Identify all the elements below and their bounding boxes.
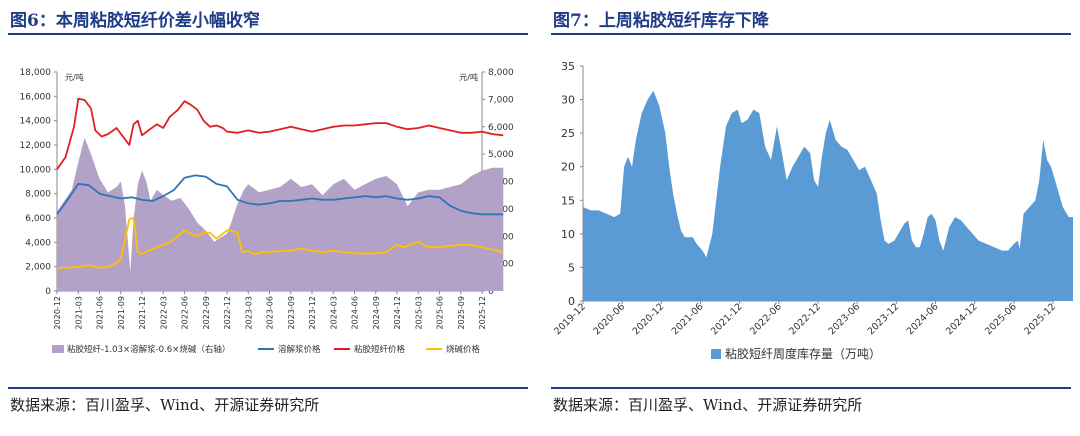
left-title-rule <box>8 33 528 35</box>
x-tick-label: 2024-12 <box>393 296 402 329</box>
x-tick-label: 2020-12 <box>631 301 667 337</box>
x-tick-label: 2024-09 <box>372 296 381 329</box>
x-tick-label: 2023-09 <box>287 296 296 329</box>
x-tick-label: 2023-12 <box>866 301 902 337</box>
x-tick-label: 2023-12 <box>308 296 317 329</box>
series-viscose-line <box>56 97 504 170</box>
spread-chart: 0 2,000 4,000 6,000 8,000 10,000 12,000 14,000 1… <box>20 68 515 355</box>
left-axis-unit: 元/吨 <box>65 72 84 82</box>
figure-6-source: 数据来源：百川盈孚、Wind、开源证券研究所 <box>10 396 320 414</box>
series-dissolving-pulp-line <box>56 174 504 216</box>
right-title-rule <box>551 33 1071 35</box>
right-y-tick-label: 7,000 <box>488 95 514 105</box>
legend-inventory-label: 粘胶短纤周度库存量（万吨） <box>725 346 881 361</box>
right-y-tick-label: 0 <box>488 287 494 297</box>
x-tick-label: 2022-06 <box>181 296 190 329</box>
left-source-rule <box>8 387 528 389</box>
left-y-tick-label: 10,000 <box>20 165 52 175</box>
figure-6-title: 图6：本周粘胶短纤价差小幅收窄 <box>10 11 260 31</box>
legend-viscose-label: 粘胶短纤价格 <box>354 344 406 355</box>
legend-inventory-swatch <box>711 349 721 359</box>
x-tick-label: 2020-06 <box>591 301 627 337</box>
x-tick-label: 2024-06 <box>351 296 360 329</box>
y-tick-label: 10 <box>561 228 575 241</box>
figure-7-source: 数据来源：百川盈孚、Wind、开源证券研究所 <box>553 396 863 414</box>
x-tick-label: 2024-06 <box>905 301 941 337</box>
x-tick-label: 2024-03 <box>329 296 338 329</box>
x-tick-label: 2023-06 <box>826 301 862 337</box>
y-tick-label: 25 <box>561 127 575 140</box>
x-tick-label: 2022-12 <box>223 296 232 329</box>
x-tick-label: 2021-12 <box>709 301 745 337</box>
series-inventory-area <box>583 90 1073 301</box>
legend-spread-swatch <box>52 345 64 353</box>
left-y-tick-label: 14,000 <box>20 117 52 127</box>
x-tick-label: 2022-12 <box>787 301 823 337</box>
y-tick-label: 5 <box>568 261 575 274</box>
x-tick-label: 2021-03 <box>74 296 83 329</box>
series-spread-area <box>57 137 504 291</box>
legend-dissolving-pulp-label: 溶解浆价格 <box>278 344 321 355</box>
x-tick-label: 2022-09 <box>202 296 211 329</box>
left-y-tick-label: 16,000 <box>20 92 52 102</box>
y-tick-label: 30 <box>561 94 575 107</box>
x-tick-label: 2021-06 <box>96 296 105 329</box>
x-tick-label: 2021-06 <box>670 301 706 337</box>
left-y-tick-label: 18,000 <box>20 68 52 78</box>
x-tick-label: 2025-06 <box>983 301 1019 337</box>
x-tick-label: 2021-12 <box>138 296 147 329</box>
figure-7-title: 图7：上周粘胶短纤库存下降 <box>553 11 769 31</box>
left-y-tick-label: 4,000 <box>25 238 51 248</box>
x-tick-label: 2025-12 <box>1022 301 1058 337</box>
left-y-tick-label: 2,000 <box>25 263 51 273</box>
x-tick-label: 2023-03 <box>244 296 253 329</box>
y-tick-label: 20 <box>561 161 575 174</box>
y-tick-label: 35 <box>561 60 575 73</box>
x-tick-label: 2025-12 <box>478 296 487 329</box>
x-tick-label: 2020-12 <box>53 296 62 329</box>
x-tick-label: 2022-03 <box>159 296 168 329</box>
x-tick-label: 2022-06 <box>748 301 784 337</box>
left-y-tick-label: 6,000 <box>25 214 51 224</box>
y-tick-label: 15 <box>561 194 575 207</box>
x-tick-label: 2021-09 <box>117 296 126 329</box>
right-y-tick-label: 6,000 <box>488 123 514 133</box>
right-y-tick-label: 8,000 <box>488 68 514 78</box>
legend-spread-label: 粘胶短纤-1.03×溶解浆-0.6×烧碱（右轴） <box>67 344 230 355</box>
left-y-tick-label: 0 <box>45 287 51 297</box>
x-tick-label: 2025-09 <box>457 296 466 329</box>
x-tick-label: 2025-03 <box>414 296 423 329</box>
right-axis-unit: 元/吨 <box>459 72 478 82</box>
right-y-tick-label: 5,000 <box>488 150 514 160</box>
left-y-tick-label: 8,000 <box>25 190 51 200</box>
left-y-tick-label: 12,000 <box>20 141 52 151</box>
right-source-rule <box>551 387 1071 389</box>
x-tick-label: 2023-06 <box>266 296 275 329</box>
y-tick-label: 0 <box>568 295 575 308</box>
legend-caustic-soda-label: 烧碱价格 <box>446 344 481 355</box>
x-tick-label: 2024-12 <box>944 301 980 337</box>
series-caustic-soda-line <box>57 217 504 269</box>
x-tick-label: 2025-06 <box>436 296 445 329</box>
